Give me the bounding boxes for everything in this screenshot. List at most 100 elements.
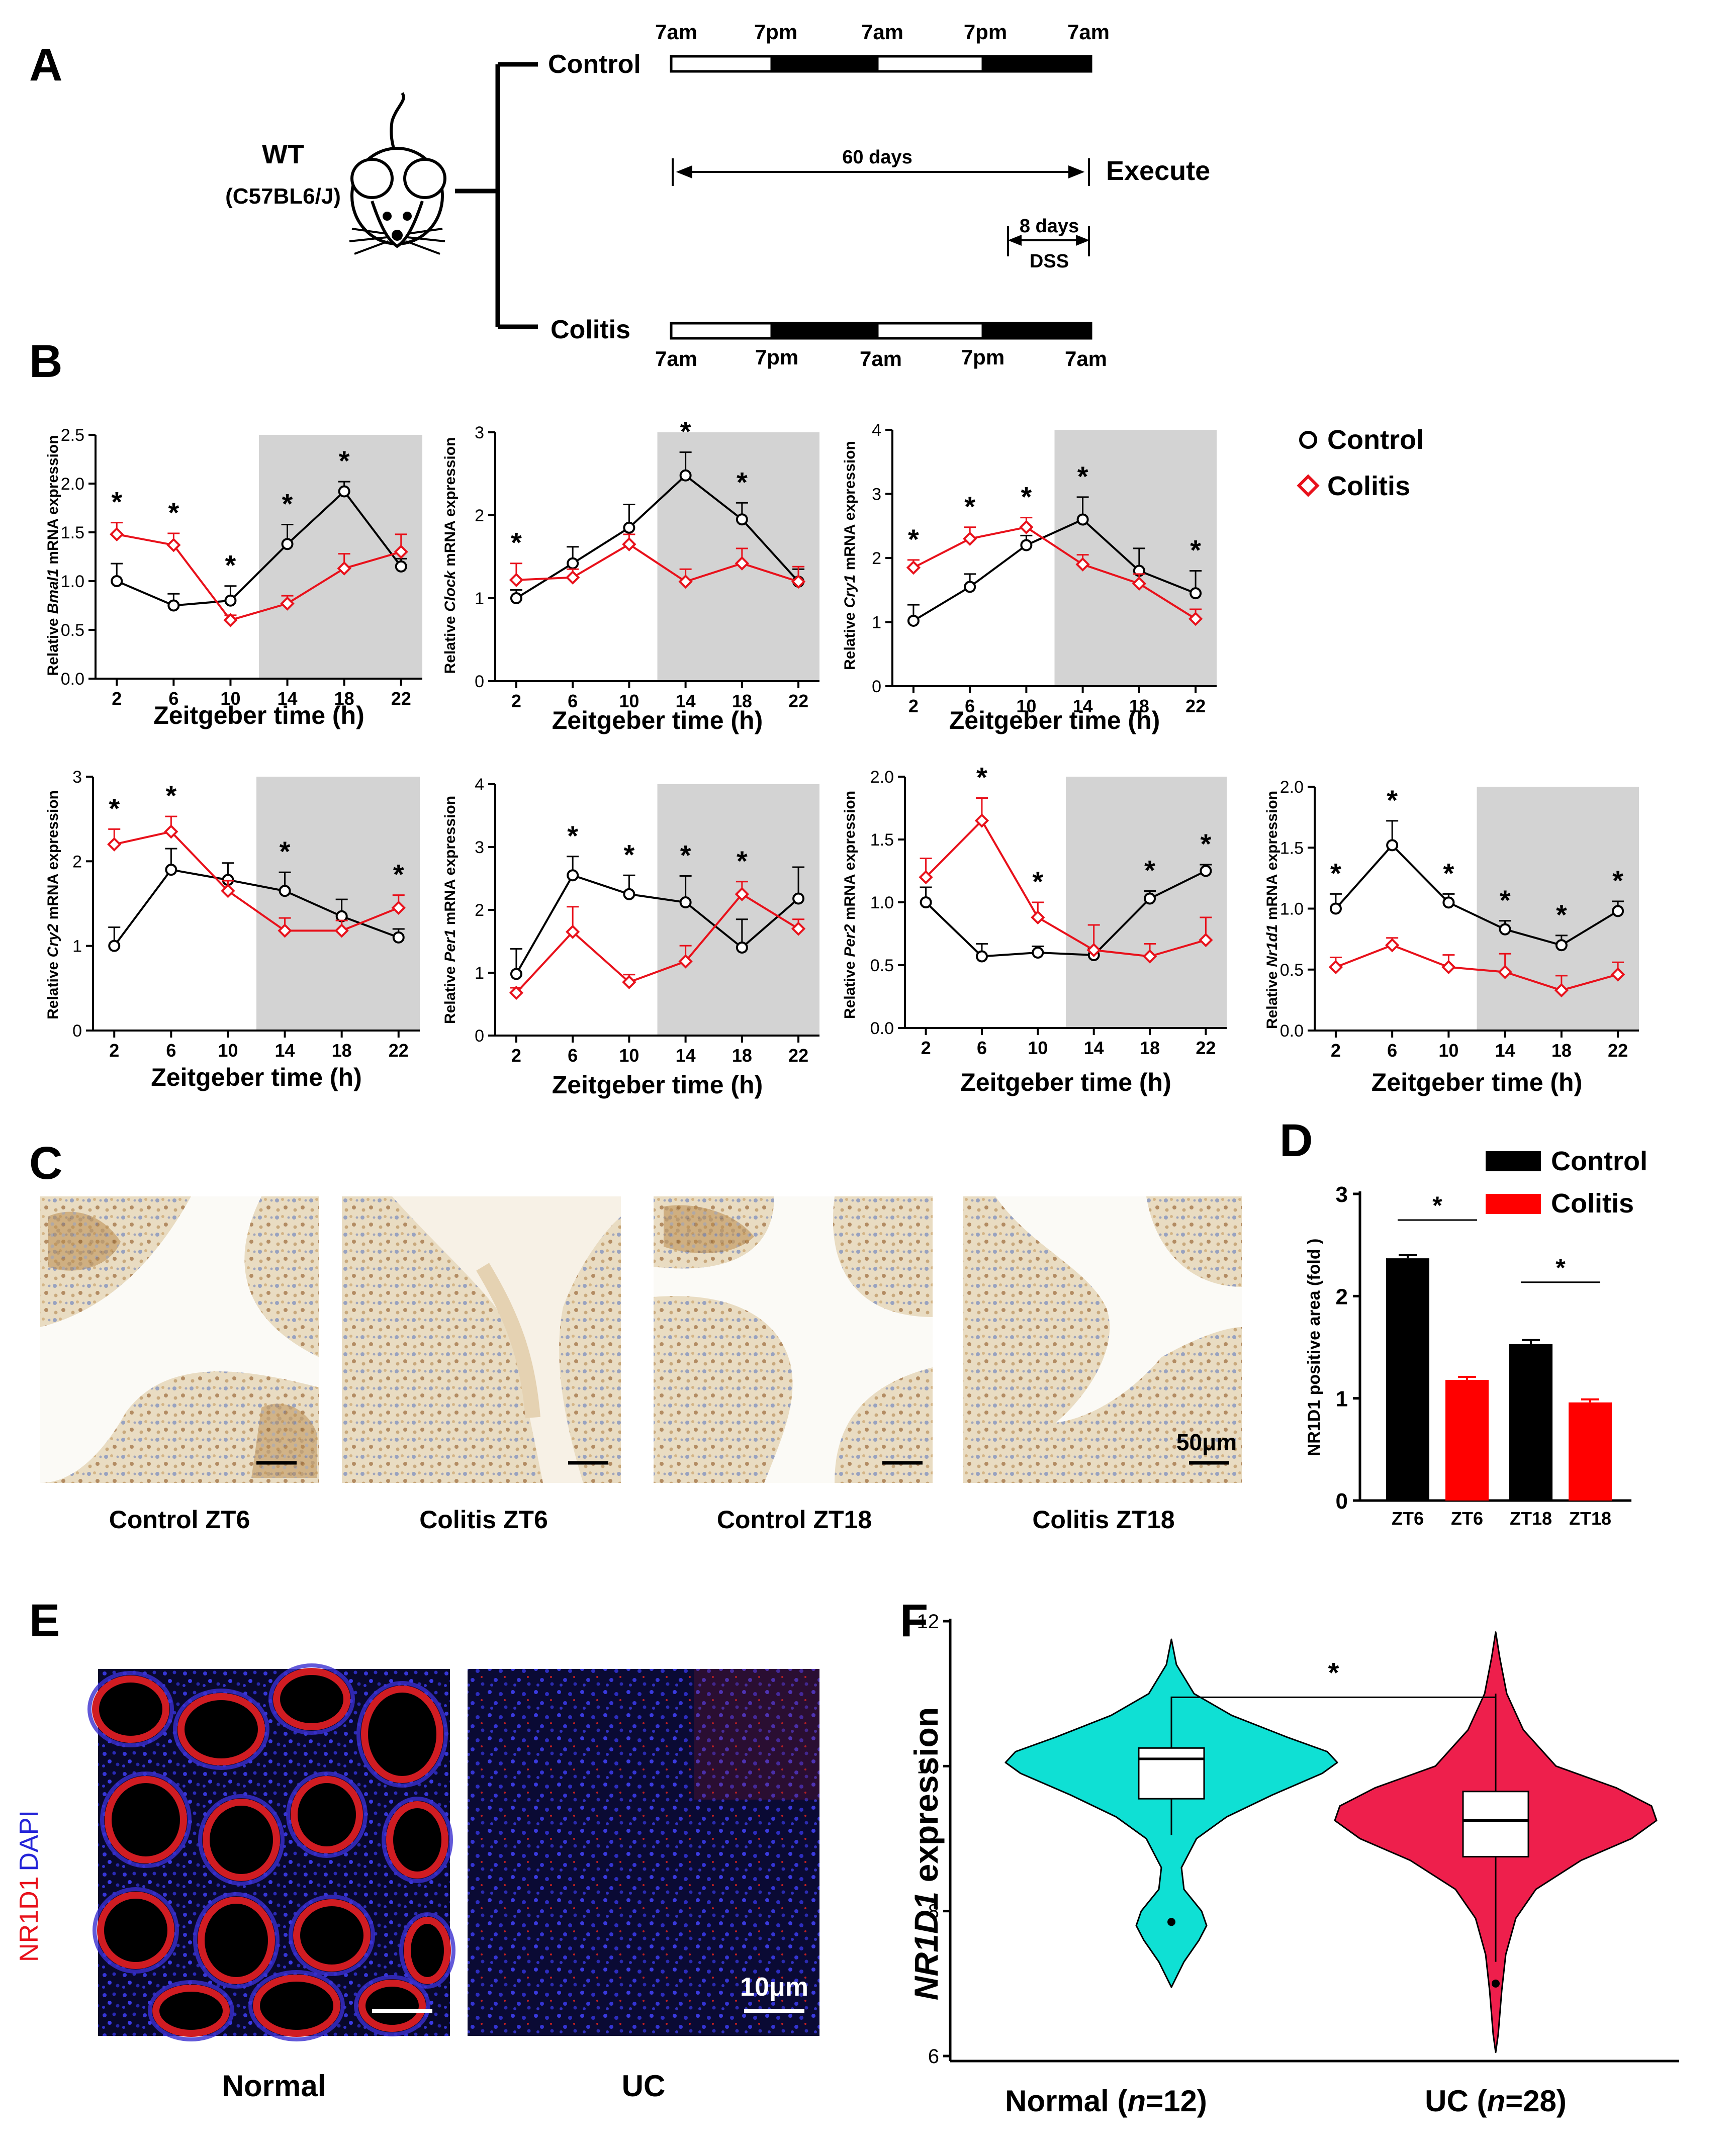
ihc-image-control-zt18	[654, 1196, 933, 1483]
x-tick-label: 10	[220, 688, 240, 709]
crypt-nuclei-ring	[198, 1794, 285, 1886]
y-tick-label: 0.5	[1280, 961, 1304, 980]
crypt-nuclei-ring	[286, 1771, 368, 1858]
significance-star: *	[1387, 784, 1398, 816]
data-point-colitis	[735, 887, 749, 901]
stain-dapi: DAPI	[15, 1810, 44, 1871]
if-label-uc: UC	[622, 2069, 666, 2103]
data-point-colitis	[223, 613, 238, 627]
y-tick-label: 0.0	[1280, 1021, 1304, 1041]
series-line-colitis	[1335, 944, 1618, 992]
x-tick-label: 18	[334, 688, 354, 709]
y-axis-label: Relative Clock mRNA expression	[442, 437, 459, 674]
legend-control-marker	[1299, 431, 1317, 449]
series-line-colitis	[516, 543, 799, 583]
data-point-control	[108, 940, 121, 952]
y-axis-label: Relative Per1 mRNA expression	[442, 796, 459, 1024]
x-tick-label: 10	[1028, 1038, 1048, 1058]
significance-star: *	[680, 416, 691, 447]
time-top-5: 7am	[1067, 20, 1110, 44]
x-tick-label: 10	[619, 691, 639, 711]
x-tick-label: 6	[168, 688, 178, 709]
x-tick-label: 2	[112, 688, 122, 709]
significance-star: *	[623, 838, 634, 870]
time-top-4: 7pm	[964, 20, 1007, 44]
x-tick-label: ZT6	[1392, 1508, 1424, 1529]
significance-star: *	[1021, 481, 1032, 513]
y-tick-label: 2.0	[1280, 778, 1304, 797]
time-bottom-3: 7am	[860, 347, 902, 370]
x-tick-label: 14	[676, 691, 696, 711]
y-axis-label: Relative Bmal1 mRNA expression	[45, 435, 61, 676]
data-point-control	[1442, 896, 1455, 909]
x-tick-label: 14	[1084, 1038, 1104, 1058]
x-tick-label: 10	[619, 1045, 639, 1066]
y-axis-label: NR1D1 expression	[907, 1707, 945, 2000]
violin-xlabel-normal: Normal (n=12)	[1005, 2084, 1207, 2118]
legend-colitis-marker	[1297, 474, 1320, 497]
significance-star: *	[282, 488, 293, 519]
data-point-colitis	[906, 560, 921, 575]
crypt-ring	[386, 1801, 448, 1879]
dark-phase-shading	[259, 435, 422, 679]
stain-legend: NR1D1 DAPI	[15, 1810, 44, 1962]
significance-star: *	[737, 845, 748, 877]
crypt-nuclei-ring	[356, 1681, 448, 1788]
data-point-colitis	[1086, 943, 1101, 958]
data-point-colitis	[391, 900, 406, 915]
x-tick-label: 2	[109, 1040, 119, 1061]
x-tick-label: 18	[732, 691, 752, 711]
x-tick-label: 18	[1129, 696, 1149, 716]
crypt-nuclei-ring	[382, 1797, 453, 1883]
series-line-control	[116, 490, 402, 607]
series-line-control	[912, 518, 1196, 622]
significance-star: *	[1190, 534, 1201, 566]
crypt-nuclei-ring	[93, 1887, 179, 1974]
bar-control-zt6	[1386, 1258, 1429, 1501]
data-point-control	[1190, 587, 1202, 600]
panel-e: E NR1D1 DAPI 10μm Normal UC	[15, 1595, 819, 2103]
data-point-colitis	[1188, 611, 1203, 626]
data-point-colitis	[394, 544, 408, 559]
y-tick-label: 2	[475, 506, 484, 525]
x-tick-label: 22	[788, 691, 808, 711]
x-tick-label: 2	[921, 1038, 931, 1058]
x-tick-label: 2	[1331, 1040, 1341, 1061]
panel-c: C 50μm Control ZT6 Colitis ZT6	[29, 1138, 1242, 1534]
data-point-colitis	[1554, 983, 1569, 998]
significance-star: *	[567, 820, 578, 852]
significance-star: *	[111, 486, 122, 518]
x-tick-label: 22	[391, 688, 411, 709]
series-line-colitis	[515, 893, 799, 994]
significance-star: *	[1328, 1656, 1339, 1688]
y-tick-label: 0	[475, 672, 484, 691]
if-image-uc: 10μm	[468, 1669, 819, 2036]
significance-star: *	[109, 792, 120, 824]
line-chart-clock: 0 1 2 3 2 6 10 14 18 22 Zeitgeber time (h) Relative…	[442, 416, 819, 734]
line-chart-per1: 0 1 2 3 4 2 6 10 14 18 22 Zeitgeber time (h) Relativ…	[442, 775, 819, 1099]
x-tick-label: 22	[1608, 1040, 1628, 1061]
data-point-colitis	[1132, 576, 1146, 591]
data-point-colitis	[164, 824, 178, 839]
significance-star: *	[1500, 884, 1511, 916]
data-point-colitis	[280, 596, 295, 611]
data-point-control	[1612, 905, 1624, 917]
strain-label: (C57BL6/J)	[225, 184, 341, 209]
legend-colitis-label: Colitis	[1327, 471, 1410, 501]
data-point-control	[567, 869, 579, 882]
significance-star: *	[1443, 857, 1454, 889]
data-point-colitis	[1075, 557, 1090, 572]
legend-colitis-label: Colitis	[1551, 1188, 1634, 1219]
y-tick-label: 3	[72, 768, 82, 787]
data-point-control	[679, 896, 692, 908]
y-tick-label: 1.0	[1280, 900, 1304, 919]
time-top-1: 7am	[655, 20, 697, 44]
y-tick-label: 0.5	[61, 621, 84, 640]
outlier-point	[1492, 1979, 1500, 1988]
line-chart-cry1: 0 1 2 3 4 2 6 10 14 18 22 Zeitgeber time (h) Relativ…	[842, 421, 1217, 734]
dark-phase-shading	[657, 784, 819, 1036]
series-line-control	[515, 874, 799, 975]
y-tick-label: 0	[475, 1026, 484, 1046]
y-tick-label: 8	[928, 1901, 939, 1923]
